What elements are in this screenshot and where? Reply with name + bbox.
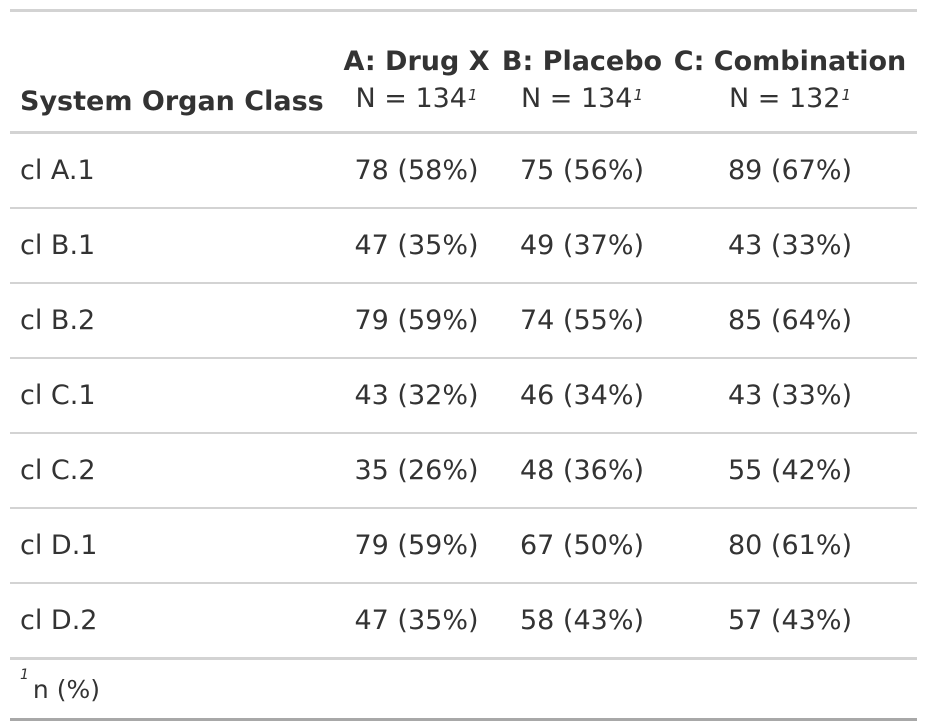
column-arm-label: A: Drug X — [343, 46, 490, 77]
cell-placebo: 75 (56%) — [501, 132, 663, 209]
column-n-value: N = 132 — [728, 83, 841, 114]
cell-placebo: 48 (36%) — [501, 433, 663, 509]
column-header-combination: C: Combination N = 1321 — [663, 9, 917, 134]
row-label: cl C.1 — [10, 358, 332, 434]
cell-combination: 43 (33%) — [663, 358, 917, 434]
column-header-placebo: B: Placebo N = 1341 — [501, 9, 663, 134]
summary-table: System Organ Class A: Drug X N = 1341 B:… — [10, 9, 917, 721]
cell-placebo: 67 (50%) — [501, 508, 663, 584]
column-n-label: N = 1341 — [501, 81, 663, 117]
cell-drug-x: 35 (26%) — [332, 433, 501, 509]
row-label: cl D.1 — [10, 508, 332, 584]
footnote-mark: 1 — [841, 86, 852, 104]
cell-placebo: 58 (43%) — [501, 583, 663, 660]
cell-combination: 80 (61%) — [663, 508, 917, 584]
cell-combination: 85 (64%) — [663, 283, 917, 359]
cell-drug-x: 78 (58%) — [332, 132, 501, 209]
table-row: cl A.1 78 (58%) 75 (56%) 89 (67%) — [10, 132, 917, 209]
table-row: cl B.2 79 (59%) 74 (55%) 85 (64%) — [10, 283, 917, 359]
cell-drug-x: 79 (59%) — [332, 283, 501, 359]
table-header: System Organ Class A: Drug X N = 1341 B:… — [10, 9, 917, 134]
cell-combination: 43 (33%) — [663, 208, 917, 284]
cell-placebo: 74 (55%) — [501, 283, 663, 359]
column-arm-label: B: Placebo — [501, 46, 663, 77]
column-header-drug-x: A: Drug X N = 1341 — [332, 9, 501, 134]
cell-drug-x: 79 (59%) — [332, 508, 501, 584]
column-n-label: N = 1321 — [663, 81, 917, 117]
summary-table-container: System Organ Class A: Drug X N = 1341 B:… — [10, 9, 917, 721]
row-label: cl A.1 — [10, 132, 332, 209]
footnote-text: n (%) — [32, 674, 100, 704]
table-row: cl B.1 47 (35%) 49 (37%) 43 (33%) — [10, 208, 917, 284]
cell-combination: 89 (67%) — [663, 132, 917, 209]
row-label: cl C.2 — [10, 433, 332, 509]
row-label: cl B.1 — [10, 208, 332, 284]
table-body: cl A.1 78 (58%) 75 (56%) 89 (67%) cl B.1… — [10, 132, 917, 660]
cell-drug-x: 47 (35%) — [332, 583, 501, 660]
cell-placebo: 49 (37%) — [501, 208, 663, 284]
footnote-mark: 1 — [467, 86, 478, 104]
column-n-label: N = 1341 — [332, 81, 501, 117]
header-row: System Organ Class A: Drug X N = 1341 B:… — [10, 9, 917, 134]
table-row: cl D.2 47 (35%) 58 (43%) 57 (43%) — [10, 583, 917, 660]
table-row: cl C.1 43 (32%) 46 (34%) 43 (33%) — [10, 358, 917, 434]
cell-placebo: 46 (34%) — [501, 358, 663, 434]
column-arm-label: C: Combination — [673, 46, 907, 77]
footnote-mark: 1 — [633, 86, 644, 104]
column-n-value: N = 134 — [355, 83, 467, 114]
column-n-value: N = 134 — [520, 83, 633, 114]
cell-combination: 57 (43%) — [663, 583, 917, 660]
table-row: cl D.1 79 (59%) 67 (50%) 80 (61%) — [10, 508, 917, 584]
cell-combination: 55 (42%) — [663, 433, 917, 509]
row-label: cl B.2 — [10, 283, 332, 359]
cell-drug-x: 47 (35%) — [332, 208, 501, 284]
stub-header: System Organ Class — [10, 9, 332, 134]
row-label: cl D.2 — [10, 583, 332, 660]
cell-drug-x: 43 (32%) — [332, 358, 501, 434]
footnote-mark: 1 — [20, 666, 29, 683]
table-row: cl C.2 35 (26%) 48 (36%) 55 (42%) — [10, 433, 917, 509]
